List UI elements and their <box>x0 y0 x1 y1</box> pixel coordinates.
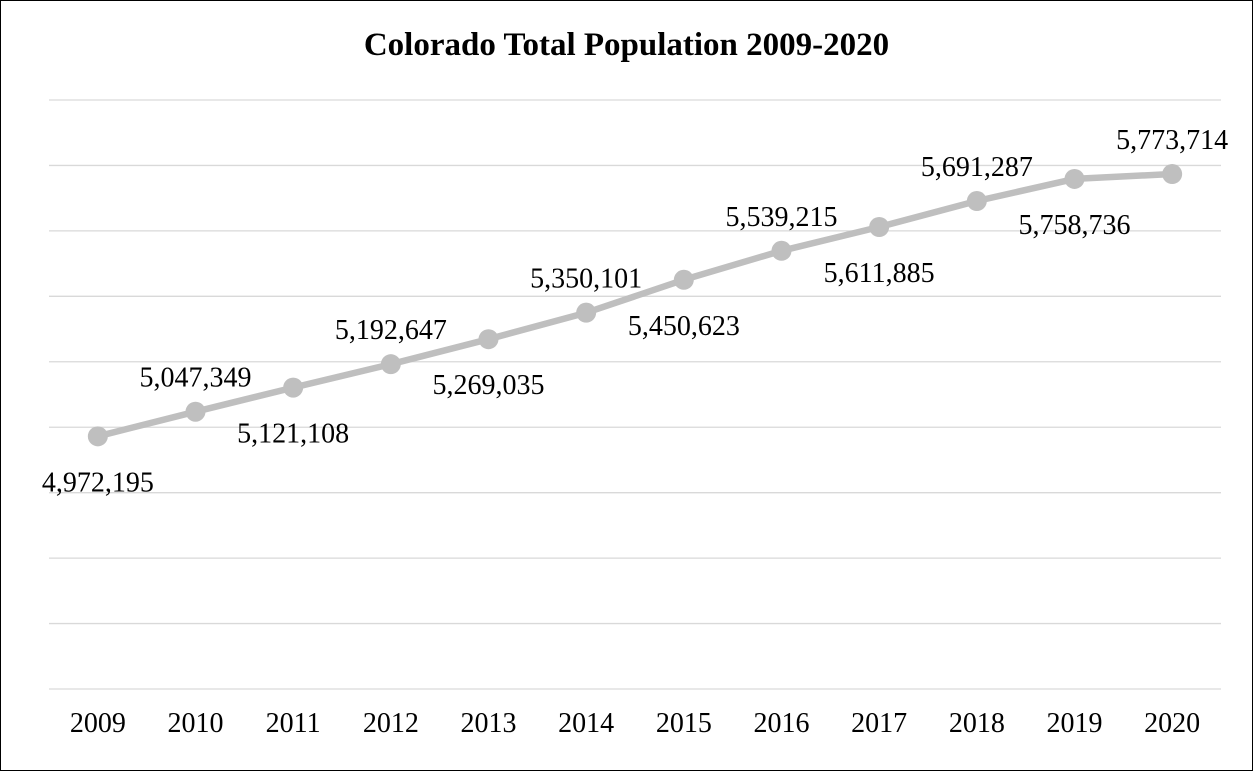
data-point-2014 <box>576 302 597 323</box>
x-tick-group: 2009 2010 2011 2012 2013 2014 2015 2016 2017 2018… <box>70 708 1200 739</box>
data-point-2018 <box>966 191 987 212</box>
x-tick-2018: 2018 <box>949 708 1005 739</box>
series-line-group <box>94 170 1176 440</box>
x-tick-2015: 2015 <box>656 708 712 739</box>
data-label-2009: 4,972,195 <box>42 467 154 498</box>
gridlines <box>49 99 1221 690</box>
data-point-2012 <box>380 354 401 375</box>
x-tick-2017: 2017 <box>851 708 907 739</box>
data-label-2013: 5,269,035 <box>433 370 545 401</box>
x-tick-2011: 2011 <box>266 708 321 739</box>
data-point-2009 <box>87 426 108 447</box>
x-tick-2013: 2013 <box>461 708 517 739</box>
data-label-2010: 5,047,349 <box>140 363 252 394</box>
data-point-2015 <box>673 269 694 290</box>
data-label-2011: 5,121,108 <box>237 419 349 450</box>
data-label-2018: 5,691,287 <box>921 152 1033 183</box>
series-line <box>94 170 1176 440</box>
data-label-2016: 5,539,215 <box>726 202 838 233</box>
data-point-2011 <box>283 377 304 398</box>
data-label-2014: 5,350,101 <box>530 264 642 295</box>
marker-group <box>87 164 1183 447</box>
data-point-2016 <box>771 240 792 261</box>
x-tick-2014: 2014 <box>558 708 614 739</box>
data-point-2017 <box>869 216 890 237</box>
data-label-2020: 5,773,714 <box>1116 125 1228 156</box>
x-tick-2009: 2009 <box>70 708 126 739</box>
chart-title: Colorado Total Population 2009-2020 <box>363 27 890 63</box>
data-label-2012: 5,192,647 <box>335 315 447 346</box>
data-label-2017: 5,611,885 <box>824 258 935 289</box>
x-tick-2016: 2016 <box>754 708 810 739</box>
data-point-2020 <box>1162 164 1183 185</box>
data-point-2013 <box>478 329 499 350</box>
data-label-group: 4,972,195 5,047,349 5,121,108 5,192,647 5,26… <box>42 125 1228 498</box>
data-point-2019 <box>1064 168 1085 189</box>
x-tick-2012: 2012 <box>363 708 419 739</box>
x-tick-2020: 2020 <box>1144 708 1200 739</box>
x-tick-2019: 2019 <box>1047 708 1103 739</box>
data-label-2019: 5,758,736 <box>1019 210 1131 241</box>
data-point-2010 <box>185 401 206 422</box>
x-tick-2010: 2010 <box>168 708 224 739</box>
data-label-2015: 5,450,623 <box>628 311 740 342</box>
